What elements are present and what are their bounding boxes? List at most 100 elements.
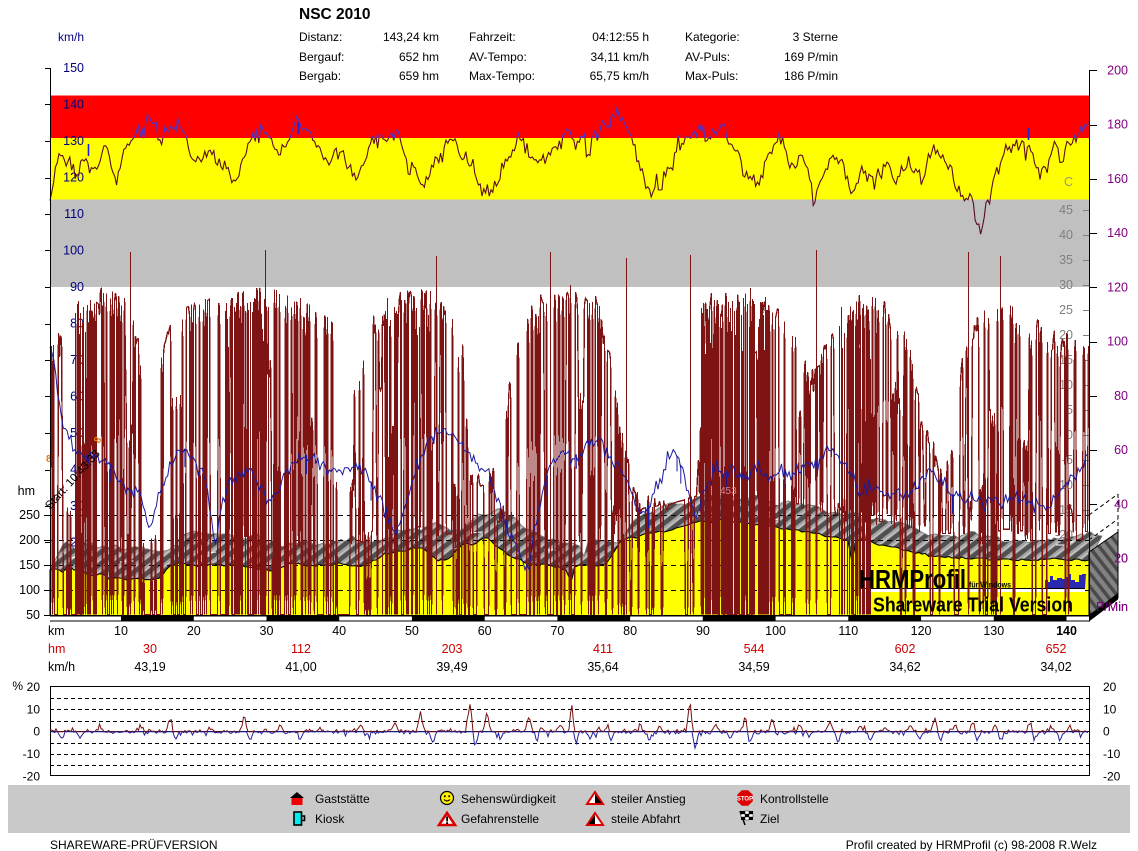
- svg-text:AV-Tempo:: AV-Tempo:: [469, 50, 527, 64]
- svg-text:25: 25: [1059, 303, 1073, 317]
- svg-text:112: 112: [291, 642, 311, 656]
- svg-text:HRMProfil: HRMProfil: [859, 566, 966, 594]
- svg-text:Fahrzeit:: Fahrzeit:: [469, 30, 516, 44]
- svg-text:0: 0: [33, 725, 40, 739]
- svg-text:80: 80: [1114, 389, 1128, 403]
- svg-text:150: 150: [63, 61, 84, 75]
- svg-text:km/h: km/h: [58, 30, 84, 44]
- svg-text:-10: -10: [23, 747, 41, 761]
- svg-text:180: 180: [1107, 118, 1128, 132]
- svg-text:43,19: 43,19: [134, 660, 165, 674]
- svg-text:steile Abfahrt: steile Abfahrt: [611, 812, 681, 826]
- svg-text:34,11 km/h: 34,11 km/h: [591, 50, 649, 64]
- svg-text:659 hm: 659 hm: [399, 69, 439, 83]
- svg-text:0: 0: [1103, 725, 1110, 739]
- svg-text:40: 40: [1114, 497, 1128, 511]
- svg-text:km: km: [48, 624, 65, 638]
- svg-text:652 hm: 652 hm: [399, 50, 439, 64]
- svg-text:35,64: 35,64: [587, 660, 618, 674]
- svg-text:169 P/min: 169 P/min: [784, 50, 838, 64]
- svg-text:143,24 km: 143,24 km: [383, 30, 439, 44]
- svg-text:200: 200: [1107, 63, 1128, 77]
- svg-text:C: C: [1064, 175, 1073, 189]
- svg-text:-20: -20: [23, 769, 41, 783]
- svg-text:-10: -10: [1103, 747, 1121, 761]
- svg-text:SHAREWARE-PRÜFVERSION: SHAREWARE-PRÜFVERSION: [50, 838, 218, 851]
- svg-text:60: 60: [1114, 443, 1128, 457]
- svg-text:hm: hm: [18, 484, 35, 498]
- svg-text:120: 120: [1107, 280, 1128, 294]
- svg-text:steiler Anstieg: steiler Anstieg: [611, 792, 686, 806]
- svg-text:41,00: 41,00: [285, 660, 316, 674]
- svg-text:50: 50: [26, 608, 40, 622]
- svg-text:Max-Puls:: Max-Puls:: [685, 69, 738, 83]
- svg-text:100: 100: [19, 583, 40, 597]
- svg-text:30: 30: [1059, 278, 1073, 292]
- svg-text:186 P/min: 186 P/min: [784, 69, 838, 83]
- svg-text:100: 100: [63, 244, 84, 258]
- svg-text:20: 20: [1114, 552, 1128, 566]
- svg-text:160: 160: [1107, 172, 1128, 186]
- svg-text:90: 90: [70, 280, 84, 294]
- svg-text:40: 40: [1059, 228, 1073, 242]
- svg-text:602: 602: [895, 642, 916, 656]
- svg-text:Ziel: Ziel: [760, 812, 779, 826]
- svg-text:45: 45: [1059, 203, 1073, 217]
- svg-text:140: 140: [1056, 624, 1077, 638]
- svg-text:110: 110: [838, 624, 858, 638]
- svg-text:AV-Puls:: AV-Puls:: [685, 50, 730, 64]
- svg-text:203: 203: [442, 642, 463, 656]
- svg-text:20: 20: [27, 680, 41, 694]
- svg-text:%: %: [12, 679, 23, 693]
- svg-text:10: 10: [114, 624, 128, 638]
- svg-text:20: 20: [1103, 680, 1117, 694]
- svg-text:34,59: 34,59: [738, 660, 769, 674]
- svg-text:04:12:55 h: 04:12:55 h: [592, 30, 649, 44]
- svg-text:90: 90: [696, 624, 710, 638]
- svg-text:3 Sterne: 3 Sterne: [793, 30, 839, 44]
- svg-text:Distanz:: Distanz:: [299, 30, 342, 44]
- svg-text:120: 120: [911, 624, 932, 638]
- svg-text:Bergauf:: Bergauf:: [299, 50, 344, 64]
- svg-text:0: 0: [1066, 428, 1073, 442]
- svg-text:70: 70: [550, 624, 564, 638]
- svg-text:8: 8: [46, 454, 52, 465]
- svg-text:34,62: 34,62: [889, 660, 920, 674]
- svg-text:34,02: 34,02: [1040, 660, 1071, 674]
- svg-text:für Windows: für Windows: [969, 581, 1011, 590]
- svg-text:150: 150: [19, 558, 40, 572]
- svg-text:130: 130: [63, 134, 84, 148]
- svg-text:200: 200: [19, 533, 40, 547]
- svg-text:10: 10: [1103, 702, 1117, 716]
- svg-text:Gefahrenstelle: Gefahrenstelle: [461, 812, 539, 826]
- svg-text:Bergab:: Bergab:: [299, 69, 341, 83]
- svg-text:NSC 2010: NSC 2010: [299, 6, 371, 23]
- svg-text:130: 130: [983, 624, 1004, 638]
- svg-text:10: 10: [27, 702, 41, 716]
- svg-text:453: 453: [720, 486, 737, 497]
- svg-text:39,49: 39,49: [436, 660, 467, 674]
- svg-text:60: 60: [478, 624, 492, 638]
- svg-text:80: 80: [623, 624, 637, 638]
- svg-text:30: 30: [260, 624, 274, 638]
- svg-text:50: 50: [405, 624, 419, 638]
- svg-text:STOP: STOP: [737, 797, 753, 803]
- svg-text:-20: -20: [1103, 769, 1121, 783]
- svg-text:120: 120: [63, 171, 84, 185]
- svg-text:Kontrollstelle: Kontrollstelle: [760, 792, 829, 806]
- svg-text:35: 35: [1059, 253, 1073, 267]
- svg-text:100: 100: [765, 624, 786, 638]
- svg-text:30: 30: [143, 642, 157, 656]
- svg-text:Shareware Trial Version: Shareware Trial Version: [873, 594, 1073, 617]
- svg-text:5: 5: [1066, 403, 1073, 417]
- svg-text:Gaststätte: Gaststätte: [315, 792, 370, 806]
- svg-text:100: 100: [1107, 335, 1128, 349]
- svg-text:250: 250: [19, 508, 40, 522]
- svg-text:Kategorie:: Kategorie:: [685, 30, 740, 44]
- svg-text:8: 8: [92, 435, 105, 446]
- svg-text:411: 411: [593, 642, 613, 656]
- svg-text:20: 20: [187, 624, 201, 638]
- svg-text:110: 110: [64, 207, 84, 221]
- svg-text:Profil created by HRMProfil (c: Profil created by HRMProfil (c) 98-2008 …: [846, 838, 1097, 851]
- svg-text:652: 652: [1046, 642, 1067, 656]
